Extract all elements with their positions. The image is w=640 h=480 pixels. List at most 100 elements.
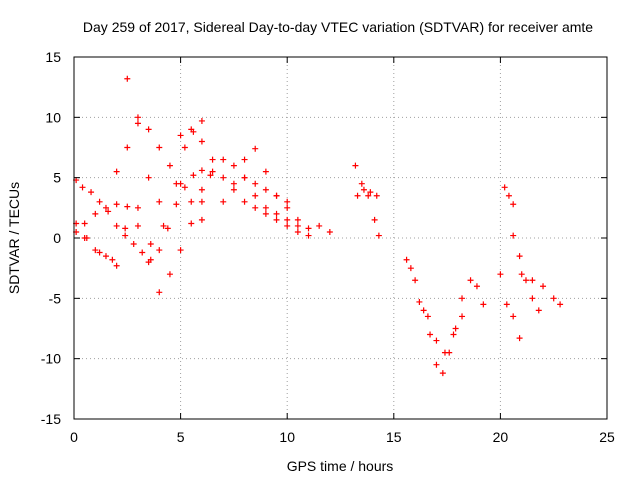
series-arc-12 <box>354 186 380 199</box>
data-point <box>79 184 86 191</box>
data-point <box>316 222 323 229</box>
data-point <box>220 156 227 163</box>
chart-title: Day 259 of 2017, Sidereal Day-to-day VTE… <box>83 19 593 35</box>
data-point <box>450 331 457 338</box>
data-point <box>164 225 171 232</box>
data-point <box>96 198 103 205</box>
data-point <box>262 168 269 175</box>
data-point <box>156 247 163 254</box>
data-point <box>403 256 410 263</box>
data-point <box>220 198 227 205</box>
data-point <box>518 271 525 278</box>
y-tick-label: 0 <box>53 230 61 246</box>
data-point <box>124 144 131 151</box>
series-arc-16 <box>467 277 487 308</box>
data-point <box>134 222 141 229</box>
data-point <box>230 186 237 193</box>
data-point <box>522 277 529 284</box>
data-point <box>497 271 504 278</box>
data-point <box>358 180 365 187</box>
data-point <box>407 265 414 272</box>
y-tick-label: 10 <box>45 109 61 125</box>
data-point <box>113 201 120 208</box>
data-point <box>122 225 129 232</box>
data-point <box>160 222 167 229</box>
data-point <box>220 174 227 181</box>
data-point <box>433 337 440 344</box>
data-point <box>294 228 301 235</box>
y-tick-label: -5 <box>49 290 62 306</box>
data-point <box>510 201 517 208</box>
data-point <box>130 241 137 248</box>
data-point <box>262 210 269 217</box>
y-tick-label: -10 <box>41 351 61 367</box>
series-arc-6 <box>113 120 205 223</box>
data-point <box>412 277 419 284</box>
data-point <box>540 283 547 290</box>
data-point <box>166 271 173 278</box>
data-point <box>147 241 154 248</box>
data-point <box>124 203 131 210</box>
data-point <box>367 189 374 196</box>
data-point <box>145 174 152 181</box>
tick-labels: 0 5 10 15 20 25 15 10 5 0 -5 -10 -15 <box>41 49 615 445</box>
data-point <box>373 192 380 199</box>
data-point <box>241 198 248 205</box>
series-arc-11 <box>352 162 382 239</box>
data-point <box>209 168 216 175</box>
data-point <box>424 313 431 320</box>
data-point <box>188 198 195 205</box>
data-point <box>198 216 205 223</box>
data-point <box>352 162 359 169</box>
x-axis-label: GPS time / hours <box>287 458 394 474</box>
data-point <box>503 301 510 308</box>
data-point <box>181 144 188 151</box>
data-point <box>81 220 88 227</box>
data-point <box>102 204 109 211</box>
data-point <box>529 295 536 302</box>
x-tick-label: 20 <box>493 429 509 445</box>
y-tick-label: 15 <box>45 49 61 65</box>
data-point <box>134 114 141 121</box>
data-point <box>88 189 95 196</box>
data-point <box>134 204 141 211</box>
data-point <box>92 247 99 254</box>
data-point <box>467 277 474 284</box>
data-point <box>294 222 301 229</box>
y-tick-label: 5 <box>53 170 61 186</box>
data-point <box>284 216 291 223</box>
data-point <box>354 192 361 199</box>
data-point <box>262 186 269 193</box>
y-tick-label: -15 <box>41 411 61 427</box>
data-point <box>122 232 129 239</box>
data-point <box>139 249 146 256</box>
data-point <box>145 126 152 133</box>
data-point <box>188 126 195 133</box>
data-point <box>439 370 446 377</box>
axis-ticks <box>73 56 608 420</box>
series-arc-15 <box>424 313 466 356</box>
x-tick-label: 25 <box>599 429 615 445</box>
data-point <box>198 138 205 145</box>
data-point <box>557 301 564 308</box>
data-point <box>156 144 163 151</box>
data-point <box>427 331 434 338</box>
series-arc-7 <box>177 126 312 239</box>
data-point <box>516 253 523 260</box>
data-point <box>96 249 103 256</box>
data-point <box>188 220 195 227</box>
x-tick-label: 10 <box>279 429 295 445</box>
data-point <box>198 167 205 174</box>
data-point <box>177 247 184 254</box>
x-tick-label: 15 <box>386 429 402 445</box>
data-point <box>371 216 378 223</box>
series-arc-9 <box>220 145 301 223</box>
data-point <box>181 184 188 191</box>
series-arc-4 <box>81 235 120 269</box>
data-point <box>473 283 480 290</box>
series-arc-19 <box>510 232 542 314</box>
data-point <box>173 201 180 208</box>
y-axis-label: SDTVAR / TECUs <box>6 182 22 294</box>
data-point <box>177 132 184 139</box>
